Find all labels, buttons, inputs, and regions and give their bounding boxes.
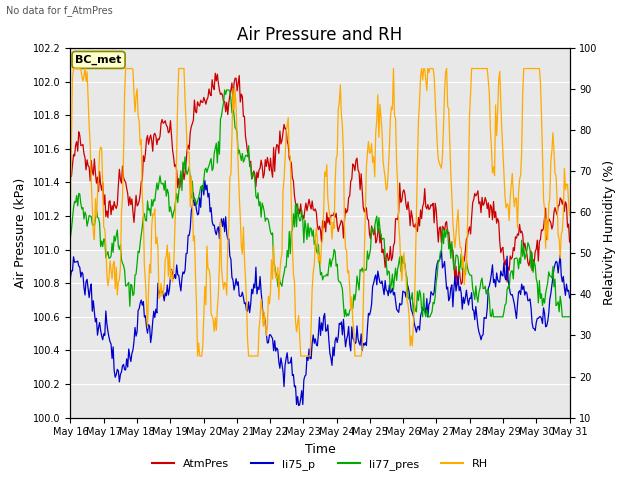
Legend: AtmPres, li75_p, li77_pres, RH: AtmPres, li75_p, li77_pres, RH [147,455,493,474]
Y-axis label: Relativity Humidity (%): Relativity Humidity (%) [604,160,616,305]
Text: No data for f_AtmPres: No data for f_AtmPres [6,5,113,16]
X-axis label: Time: Time [305,443,335,456]
Text: BC_met: BC_met [76,55,122,65]
Y-axis label: Air Pressure (kPa): Air Pressure (kPa) [14,178,28,288]
Title: Air Pressure and RH: Air Pressure and RH [237,25,403,44]
